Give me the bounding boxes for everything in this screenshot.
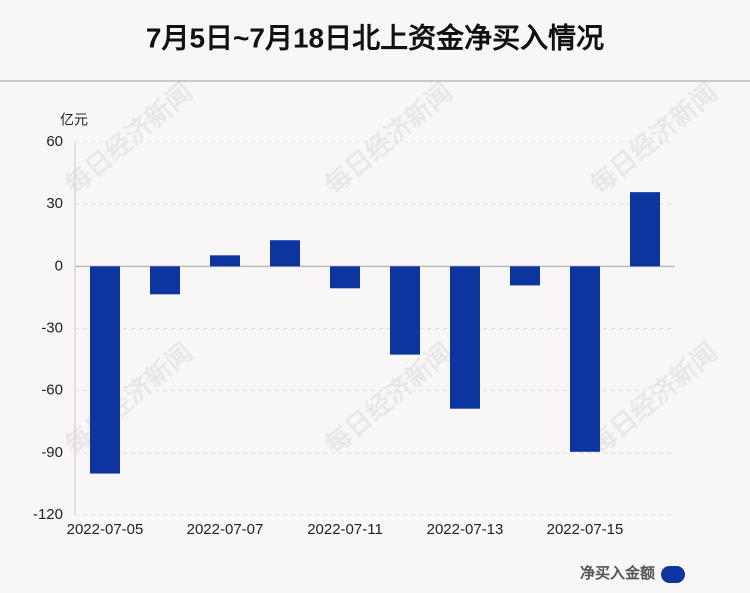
x-tick-label: 2022-07-05 xyxy=(67,521,144,538)
y-tick-label: -60 xyxy=(41,382,63,399)
bar xyxy=(210,255,240,267)
y-tick-label: 60 xyxy=(46,133,63,150)
bar xyxy=(390,266,420,355)
x-tick-label: 2022-07-07 xyxy=(187,521,264,538)
legend-swatch xyxy=(661,566,685,583)
bar xyxy=(450,266,480,409)
bar xyxy=(150,266,180,295)
bar xyxy=(630,192,660,267)
bar xyxy=(570,266,600,452)
x-tick-label: 2022-07-13 xyxy=(427,521,504,538)
y-tick-label: -90 xyxy=(41,444,63,461)
chart-title: 7月5日~7月18日北上资金净买入情况 xyxy=(146,21,604,53)
bar xyxy=(510,266,540,286)
x-tick-label: 2022-07-15 xyxy=(547,521,624,538)
bar xyxy=(330,266,360,289)
y-tick-label: -30 xyxy=(41,319,63,336)
legend-label: 净买入金额 xyxy=(580,564,655,582)
y-tick-label: 0 xyxy=(55,257,63,274)
y-tick-label: 30 xyxy=(46,195,63,212)
y-unit: 亿元 xyxy=(60,112,88,128)
bar xyxy=(90,266,120,474)
bar xyxy=(270,240,300,267)
y-tick-label: -120 xyxy=(33,506,63,523)
x-tick-label: 2022-07-11 xyxy=(307,521,383,538)
